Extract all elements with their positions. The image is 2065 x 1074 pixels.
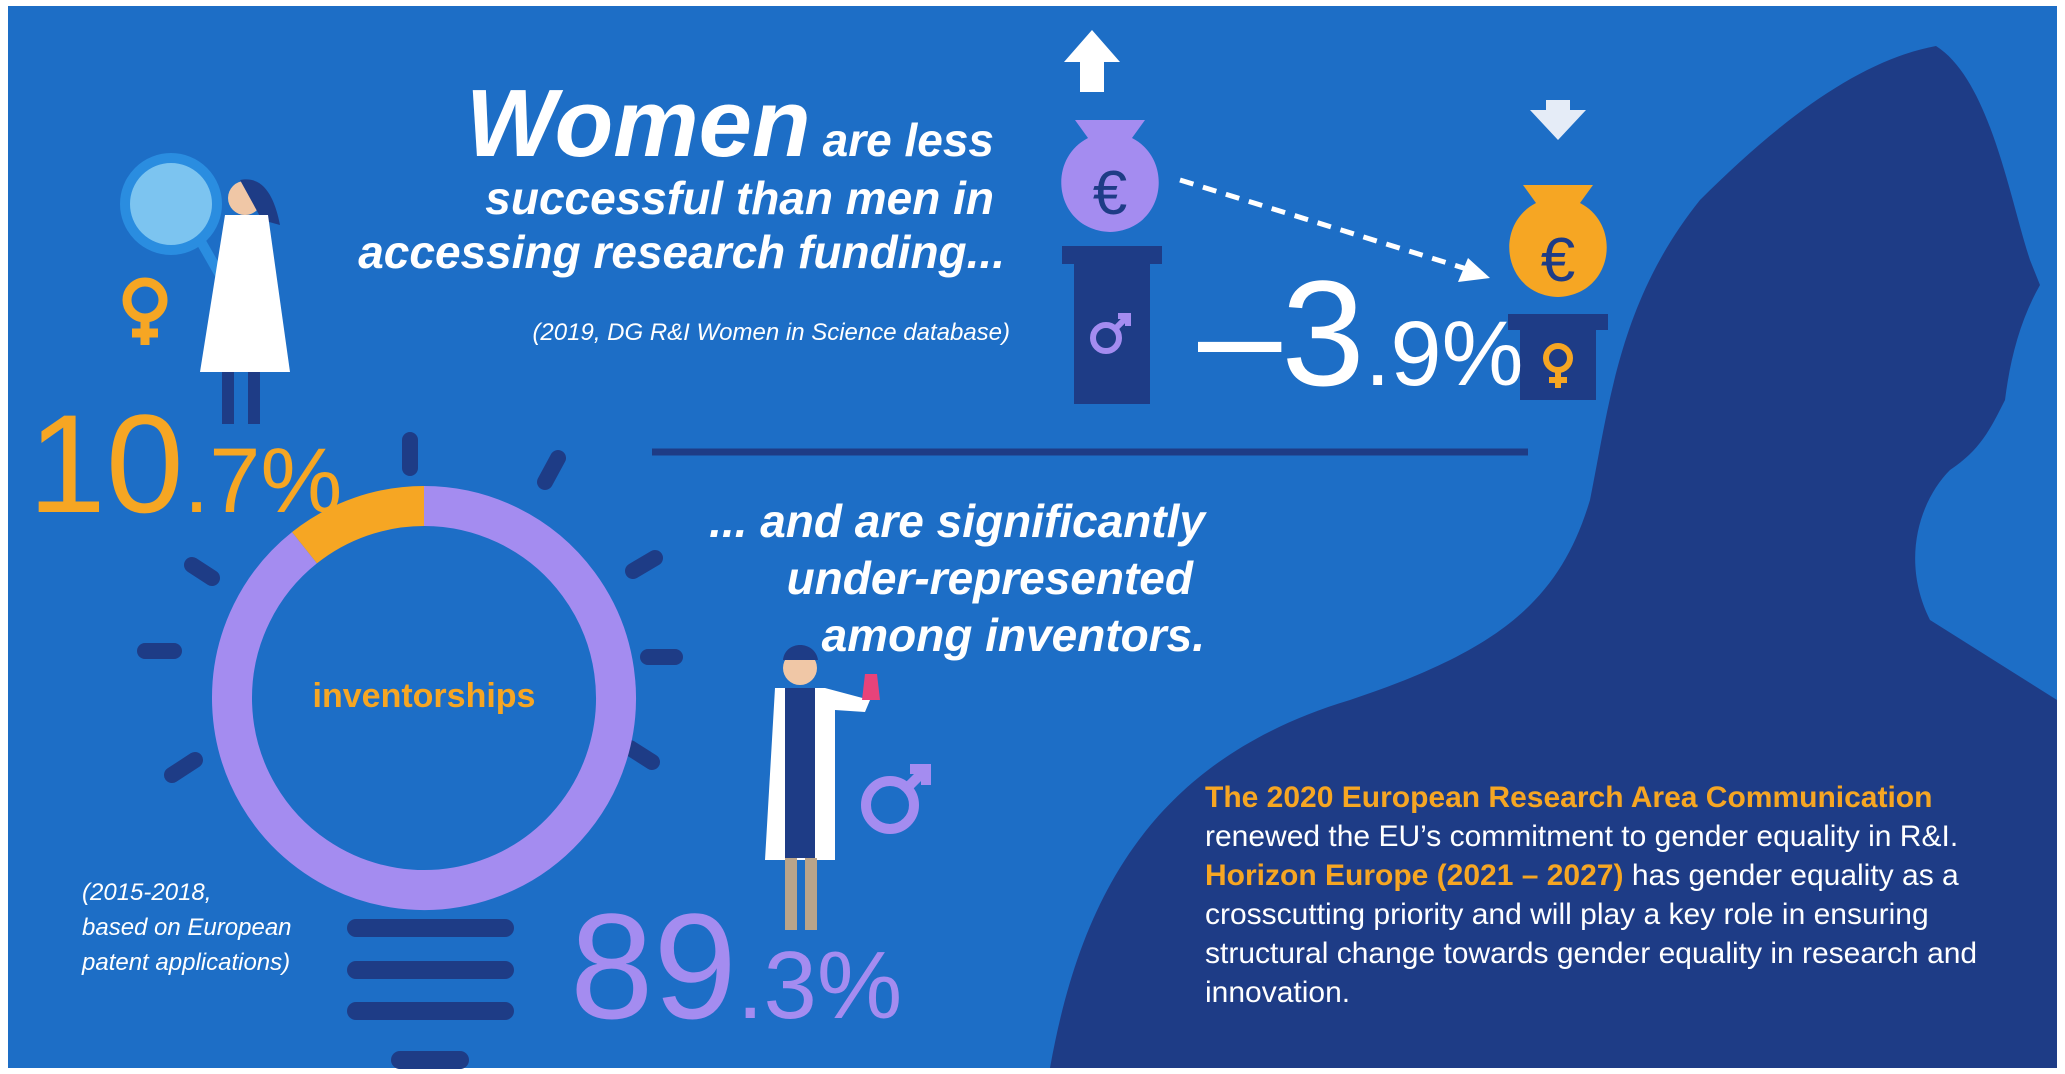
arrow-head (1458, 258, 1490, 282)
label-part: .7% (184, 430, 343, 532)
funding-gap: –3.9% (1198, 249, 1523, 417)
policy-body: has gender equality as a crosscutting pr… (1205, 859, 1978, 1009)
male-share: 89.3% (570, 882, 902, 1050)
policy-highlight: The 2020 European Research Area Communic… (1205, 781, 1933, 814)
subhead-line: among inventors. (822, 609, 1205, 661)
donut-segment (212, 486, 636, 910)
headline-emphasis: Women (466, 70, 811, 177)
bulb-base (347, 919, 514, 1069)
headline-line3: accessing research funding... (358, 226, 1005, 278)
label-part: .3% (737, 932, 902, 1039)
subhead-line: ... and are significantly (709, 495, 1207, 547)
female-funding-icon: € (1508, 100, 1608, 400)
male-scientist (765, 645, 931, 930)
male-funding-icon: € (1061, 30, 1162, 404)
inventor-source: patent applications) (81, 949, 290, 976)
female-scientist (120, 153, 290, 424)
funding-source: (2019, DG R&I Women in Science database) (532, 319, 1010, 346)
inventor-source: based on European (82, 914, 292, 941)
donut-segment (291, 486, 425, 564)
svg-text:€: € (1541, 226, 1575, 295)
bulb-rays (137, 432, 683, 783)
dashed-arrow (1179, 177, 1471, 273)
inventor-source: (2015-2018, (82, 879, 211, 906)
label-part: 89 (570, 882, 737, 1050)
headline-rest: are less (823, 114, 994, 166)
policy-text: The 2020 European Research Area Communic… (1205, 778, 2025, 1012)
policy-body: renewed the EU’s commitment to gender eq… (1205, 820, 1959, 853)
subhead-line: under-represented (787, 552, 1194, 604)
label-part: –3 (1198, 249, 1365, 417)
headline-line2: successful than men in (485, 172, 994, 224)
silhouette (1050, 46, 2057, 1068)
donut (212, 486, 636, 910)
label-part: .9% (1365, 303, 1524, 405)
donut-center-label: inventorships (313, 677, 536, 715)
female-share: 10.7% (28, 385, 342, 542)
label-part: 10 (28, 385, 184, 542)
headline-line1: Women are less (466, 70, 994, 177)
policy-highlight: Horizon Europe (2021 – 2027) (1205, 859, 1624, 892)
svg-text:€: € (1093, 159, 1127, 228)
